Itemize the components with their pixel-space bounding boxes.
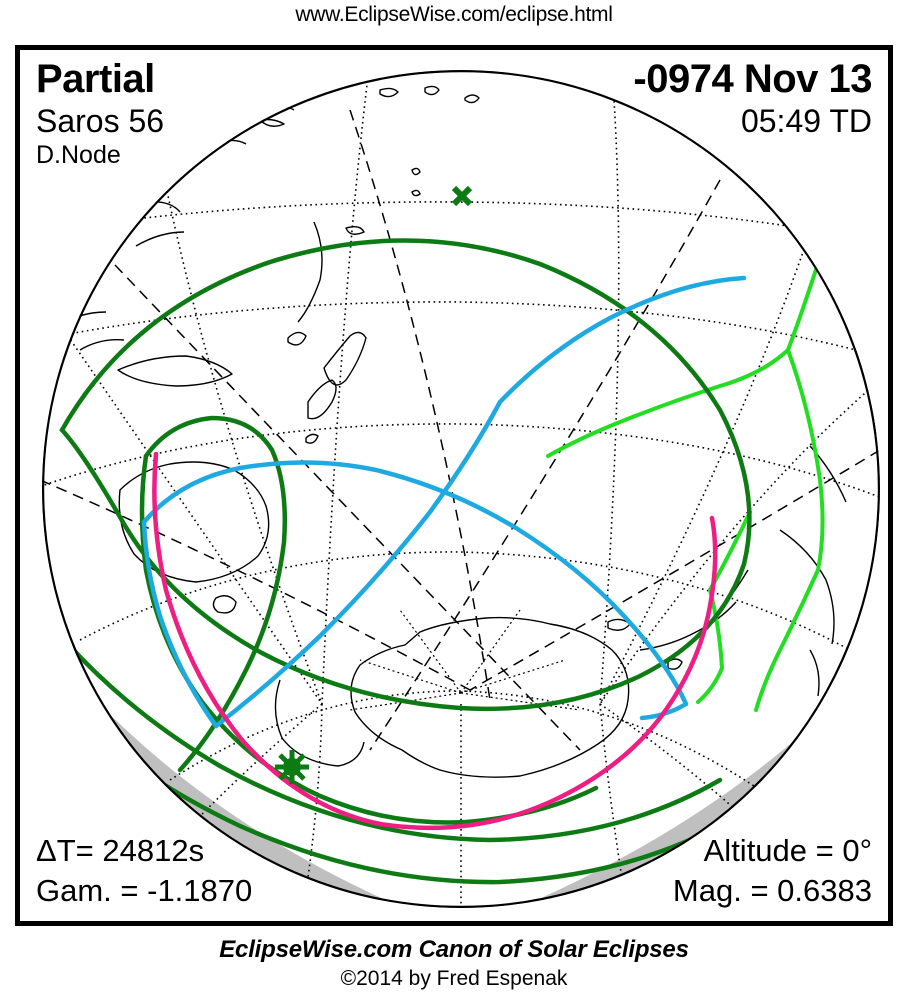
header-right-block: -0974 Nov 13 05:49 TD bbox=[633, 56, 872, 140]
graticule-parallels bbox=[42, 201, 880, 791]
eclipse-type-label: Partial bbox=[36, 57, 155, 101]
node-label: D.Node bbox=[36, 141, 121, 169]
globe-limb-outline bbox=[42, 70, 880, 908]
canon-title: EclipseWise.com Canon of Solar Eclipses bbox=[219, 936, 689, 963]
saros-label: Saros 56 bbox=[36, 103, 165, 139]
eclipse-chart-frame: Partial Saros 56 D.Node -0974 Nov 13 05:… bbox=[15, 45, 893, 926]
magnitude-value: Mag. = 0.6383 bbox=[672, 873, 872, 908]
altitude-value: Altitude = 0° bbox=[703, 833, 872, 868]
maximum-eclipse-magenta-curve bbox=[152, 451, 718, 831]
footer-right-block: Altitude = 0° Mag. = 0.6383 bbox=[673, 831, 872, 911]
gamma-value: Gam. = -1.1870 bbox=[36, 873, 253, 908]
center-line-blue-curve bbox=[141, 275, 747, 729]
eclipse-time-label: 05:49 TD bbox=[740, 103, 872, 139]
delta-t-value: ΔT= 24812s bbox=[36, 833, 205, 868]
header-left-block: Partial Saros 56 D.Node bbox=[36, 56, 164, 171]
greatest-eclipse-star-icon bbox=[275, 750, 309, 784]
globe-map bbox=[42, 70, 880, 908]
subsolar-point-x-icon bbox=[451, 185, 473, 207]
eclipse-date-label: -0974 Nov 13 bbox=[633, 57, 872, 101]
copyright-line: ©2014 by Fred Espenak bbox=[340, 967, 568, 990]
footer-left-block: ΔT= 24812s Gam. = -1.1870 bbox=[36, 831, 252, 911]
source-url-caption: www.EclipseWise.com/eclipse.html bbox=[295, 3, 613, 26]
great-circle-guides bbox=[42, 109, 880, 751]
penumbral-limit-curves bbox=[42, 238, 752, 885]
